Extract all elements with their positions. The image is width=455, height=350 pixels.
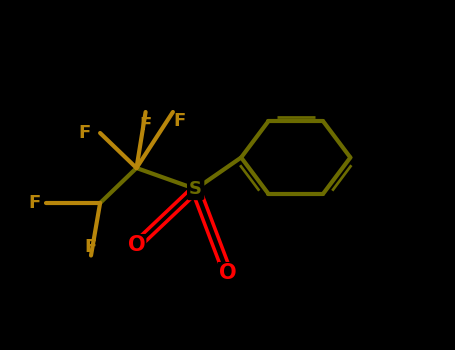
Text: F: F xyxy=(140,116,152,133)
Text: F: F xyxy=(29,194,41,212)
Text: F: F xyxy=(85,238,97,255)
Text: O: O xyxy=(219,263,236,283)
Text: S: S xyxy=(189,180,202,198)
Text: O: O xyxy=(128,235,145,255)
Text: F: F xyxy=(79,124,91,142)
Text: F: F xyxy=(173,112,185,130)
